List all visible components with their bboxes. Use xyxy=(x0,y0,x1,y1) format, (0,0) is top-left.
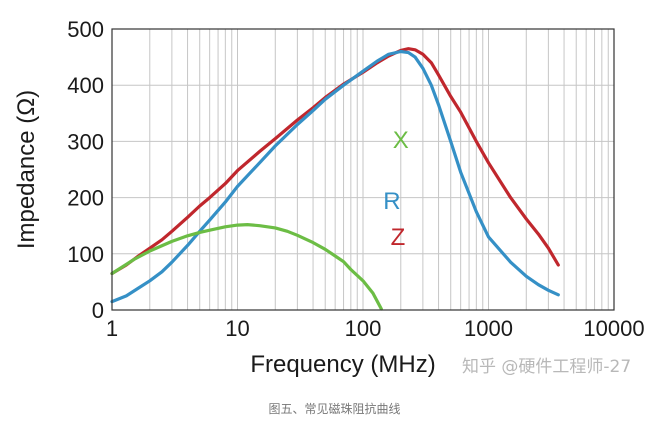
series-line-x xyxy=(110,223,383,311)
y-tick-label: 400 xyxy=(67,73,104,98)
plot-frame xyxy=(111,28,615,311)
series-line-r xyxy=(110,49,560,304)
x-axis-title: Frequency (MHz) xyxy=(250,351,435,378)
x-tick-labels: 1 10 100 1000 10000 xyxy=(106,316,645,341)
y-tick-label: 300 xyxy=(67,129,104,154)
impedance-chart: 0 100 200 300 400 500 1 10 100 1000 10000 ZR X Imp… xyxy=(13,17,645,378)
x-tick-label: 10000 xyxy=(583,316,644,341)
series-label-r: R xyxy=(383,188,400,215)
series-label-z: Z xyxy=(391,224,406,251)
watermark: 知乎 @硬件工程师-27 xyxy=(462,357,632,377)
series-label-x: X xyxy=(393,127,409,154)
x-tick-label: 10 xyxy=(225,316,249,341)
y-tick-label: 0 xyxy=(92,298,104,323)
x-tick-label: 100 xyxy=(345,316,382,341)
x-tick-label: 1 xyxy=(106,316,118,341)
figure-caption: 图五、常见磁珠阻抗曲线 xyxy=(268,402,401,416)
y-tick-label: 100 xyxy=(67,242,104,267)
y-tick-label: 200 xyxy=(67,186,104,211)
y-axis-title: Impedance (Ω) xyxy=(13,90,40,249)
y-tick-label: 500 xyxy=(67,17,104,42)
curve-labels: ZR X xyxy=(383,127,409,251)
y-tick-labels: 0 100 200 300 400 500 xyxy=(67,17,104,323)
curves xyxy=(110,47,560,311)
x-tick-label: 1000 xyxy=(464,316,513,341)
